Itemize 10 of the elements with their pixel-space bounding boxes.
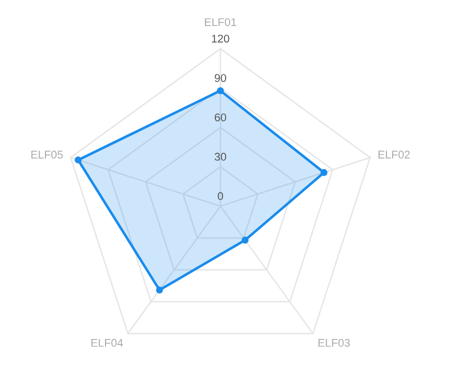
y-tick-label: 30 bbox=[214, 152, 226, 161]
y-tick-label: 90 bbox=[214, 74, 226, 82]
spoke-label: ELF03 bbox=[318, 338, 350, 347]
spoke-label: ELF05 bbox=[31, 150, 63, 159]
y-tick-label: 120 bbox=[212, 34, 230, 43]
spoke-label: ELF04 bbox=[91, 338, 123, 347]
y-tick-label: 60 bbox=[214, 113, 226, 122]
spoke-label: ELF02 bbox=[378, 150, 410, 159]
y-tick-label: 0 bbox=[218, 192, 224, 200]
spoke-label: ELF01 bbox=[204, 18, 236, 26]
